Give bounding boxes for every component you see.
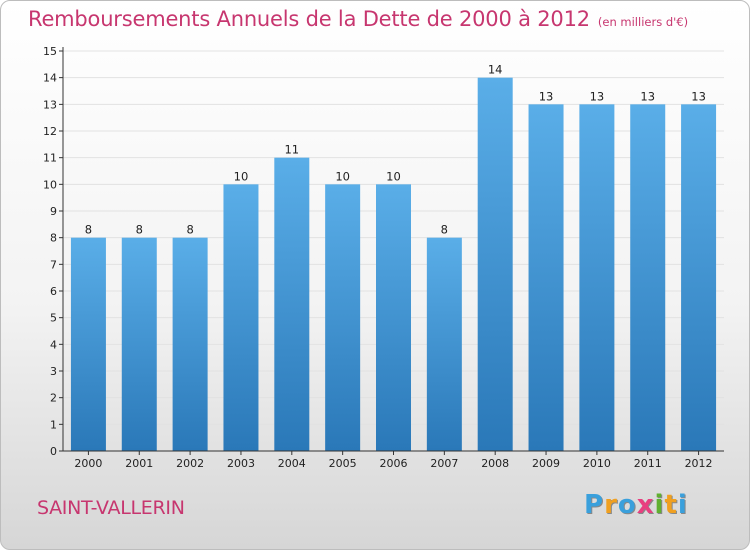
- y-tick-label: 6: [50, 285, 57, 298]
- x-tick-label: 2010: [583, 457, 611, 470]
- y-tick-label: 4: [50, 338, 57, 351]
- bar: [477, 77, 513, 452]
- x-tick-label: 2000: [74, 457, 102, 470]
- logo-letter: t: [664, 490, 678, 520]
- data-label: 8: [186, 223, 193, 237]
- x-tick-label: 2005: [329, 457, 357, 470]
- y-tick-label: 0: [50, 445, 57, 458]
- data-label: 8: [441, 223, 448, 237]
- data-label: 14: [488, 63, 503, 77]
- y-tick-label: 12: [43, 125, 57, 138]
- x-tick-label: 2009: [532, 457, 560, 470]
- x-tick-label: 2006: [380, 457, 408, 470]
- x-tick-label: 2003: [227, 457, 255, 470]
- bars: 8 8 8 10 11 10 10 8 14 13 13 13 13: [70, 63, 717, 452]
- y-tick-label: 3: [50, 365, 57, 378]
- unit-text: (en milliers d'€): [597, 15, 689, 29]
- data-label: 10: [386, 169, 401, 183]
- bar: [579, 104, 615, 451]
- y-tick-label: 14: [43, 72, 57, 85]
- x-tick-label: 2004: [278, 457, 306, 470]
- bar: [528, 104, 564, 451]
- y-tick-label: 10: [43, 178, 57, 191]
- y-tick-label: 1: [50, 418, 57, 431]
- y-tick-label: 15: [43, 45, 57, 58]
- bar: [426, 237, 462, 451]
- data-label: 13: [590, 89, 605, 103]
- data-label: 8: [85, 223, 92, 237]
- bar: [325, 184, 361, 452]
- title-text: Remboursements Annuels de la Dette de 20…: [28, 7, 590, 31]
- x-tick-label: 2007: [430, 457, 458, 470]
- y-tick-label: 9: [50, 205, 57, 218]
- y-tick-label: 7: [50, 258, 57, 271]
- x-tick-label: 2008: [481, 457, 509, 470]
- bar: [223, 184, 259, 452]
- logo-letter: o: [617, 490, 637, 520]
- logo-letter: x: [636, 490, 655, 520]
- bar: [376, 184, 411, 452]
- x-tick-label: 2002: [176, 457, 204, 470]
- data-label: 11: [284, 143, 299, 157]
- y-tick-label: 13: [43, 98, 57, 111]
- x-tick-label: 2011: [634, 457, 662, 470]
- bar: [70, 237, 106, 451]
- data-label: 10: [335, 169, 350, 183]
- logo-letter: r: [604, 490, 618, 520]
- logo-letter: i: [654, 490, 665, 520]
- data-label: 13: [691, 89, 706, 103]
- data-label: 8: [136, 223, 143, 237]
- logo-letter: i: [677, 490, 688, 520]
- proxiti-logo: Proxiti: [584, 490, 688, 520]
- x-tick-label: 2012: [685, 457, 713, 470]
- bar: [630, 104, 666, 451]
- place-name: SAINT-VALLERIN: [37, 497, 185, 519]
- x-tick-label: 2001: [125, 457, 153, 470]
- bar: [681, 104, 717, 451]
- logo-letter: P: [584, 490, 605, 520]
- y-tick-label: 8: [50, 232, 57, 245]
- bar: [172, 237, 208, 451]
- data-label: 13: [539, 89, 554, 103]
- y-tick-label: 2: [50, 392, 57, 405]
- y-tick-label: 11: [43, 152, 57, 165]
- chart-title: Remboursements Annuels de la Dette de 20…: [28, 7, 688, 31]
- data-label: 13: [640, 89, 655, 103]
- bar: [274, 157, 310, 451]
- bar: [121, 237, 157, 451]
- data-label: 10: [234, 169, 249, 183]
- y-tick-label: 5: [50, 312, 57, 325]
